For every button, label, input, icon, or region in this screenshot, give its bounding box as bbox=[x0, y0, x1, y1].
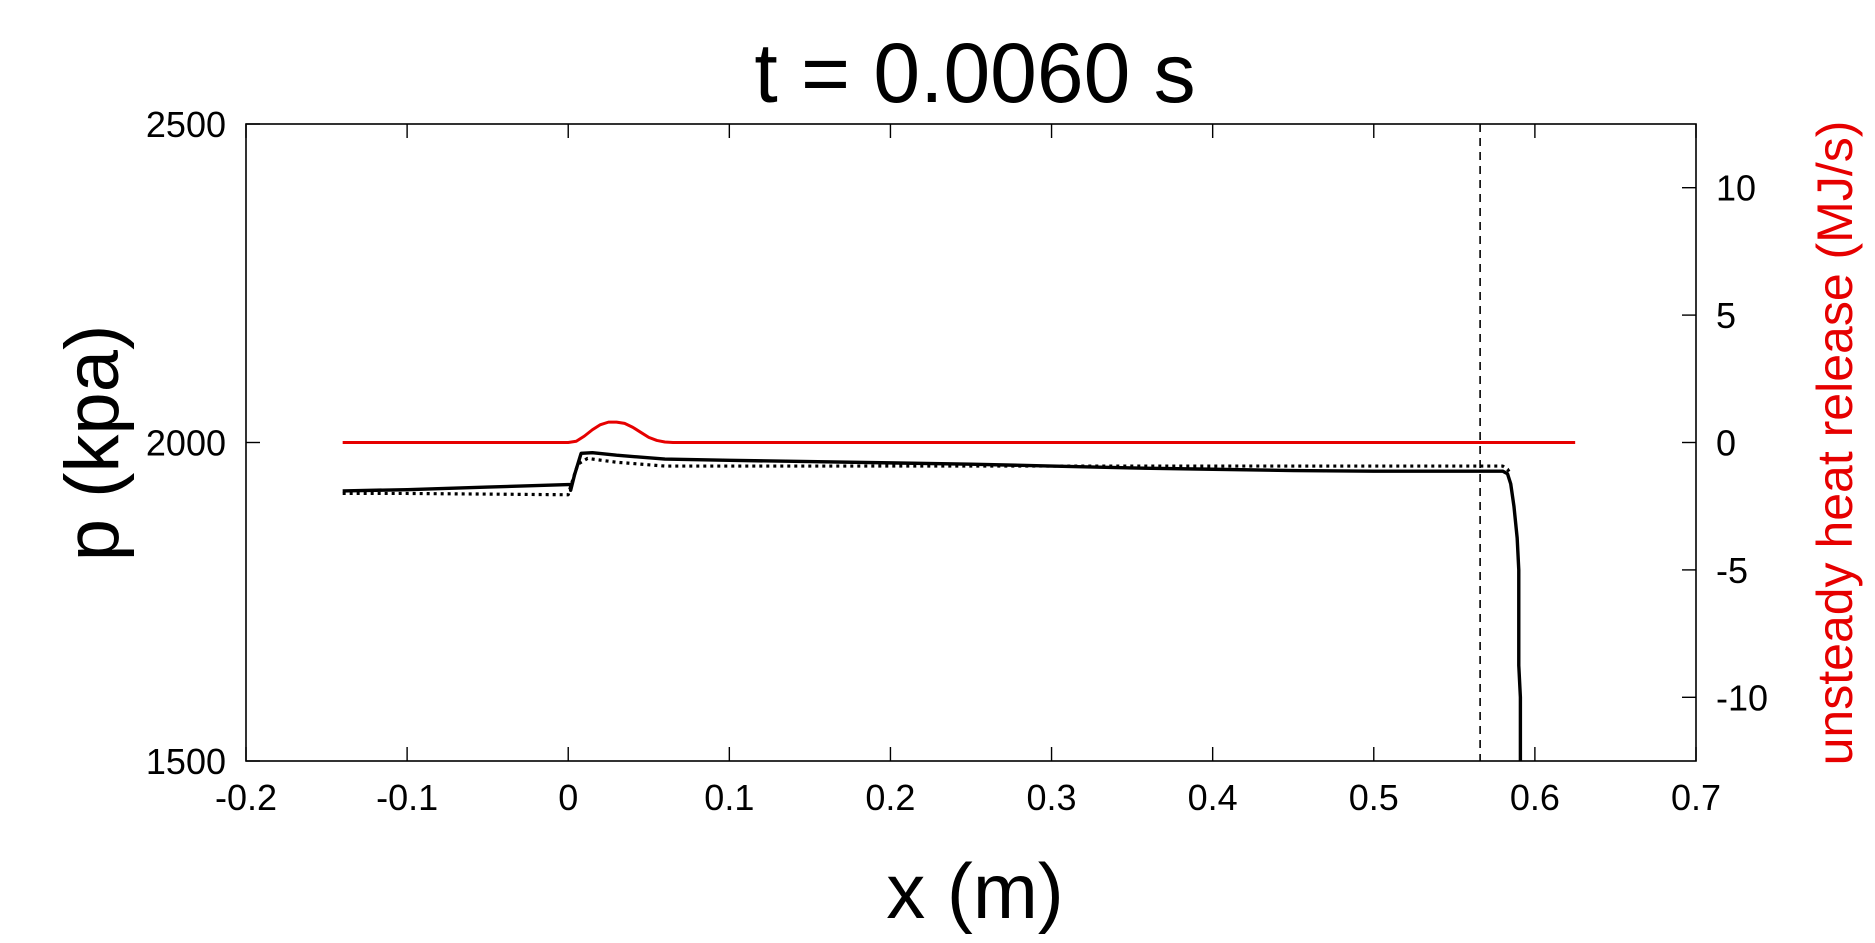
x-tick-label: 0.1 bbox=[704, 777, 754, 818]
x-tick-label: 0.3 bbox=[1027, 777, 1077, 818]
y2-tick-label: 5 bbox=[1716, 295, 1736, 336]
y2-tick-label: 0 bbox=[1716, 423, 1736, 464]
x-tick-label: 0.2 bbox=[865, 777, 915, 818]
heat-release-line bbox=[342, 420, 1576, 444]
chart-title: t = 0.0060 s bbox=[754, 26, 1195, 120]
y2-axis-label: unsteady heat release (MJ/s) bbox=[1807, 121, 1863, 766]
x-tick-label: 0.4 bbox=[1188, 777, 1238, 818]
y-tick-label: 1500 bbox=[146, 741, 226, 782]
x-tick-label: 0.6 bbox=[1510, 777, 1560, 818]
y-tick-label: 2500 bbox=[146, 104, 226, 145]
x-tick-label: -0.1 bbox=[376, 777, 438, 818]
y-axis-label: p (kpa) bbox=[50, 325, 135, 562]
x-tick-label: 0 bbox=[558, 777, 578, 818]
x-tick-label: 0.7 bbox=[1671, 777, 1721, 818]
x-tick-label: 0.5 bbox=[1349, 777, 1399, 818]
y-tick-label: 2000 bbox=[146, 423, 226, 464]
y2-tick-label: 10 bbox=[1716, 168, 1756, 209]
y2-tick-label: -5 bbox=[1716, 550, 1748, 591]
y2-tick-label: -10 bbox=[1716, 677, 1768, 718]
plot-area: -0.2 -0.1 0 0.1 0.2 0.3 0.4 0.5 0.6 0.7 1500 2000 25… bbox=[146, 104, 1768, 818]
pressure-line-dotted bbox=[342, 456, 1513, 497]
x-tick-label: -0.2 bbox=[215, 777, 277, 818]
x-axis-label: x (m) bbox=[886, 847, 1064, 935]
